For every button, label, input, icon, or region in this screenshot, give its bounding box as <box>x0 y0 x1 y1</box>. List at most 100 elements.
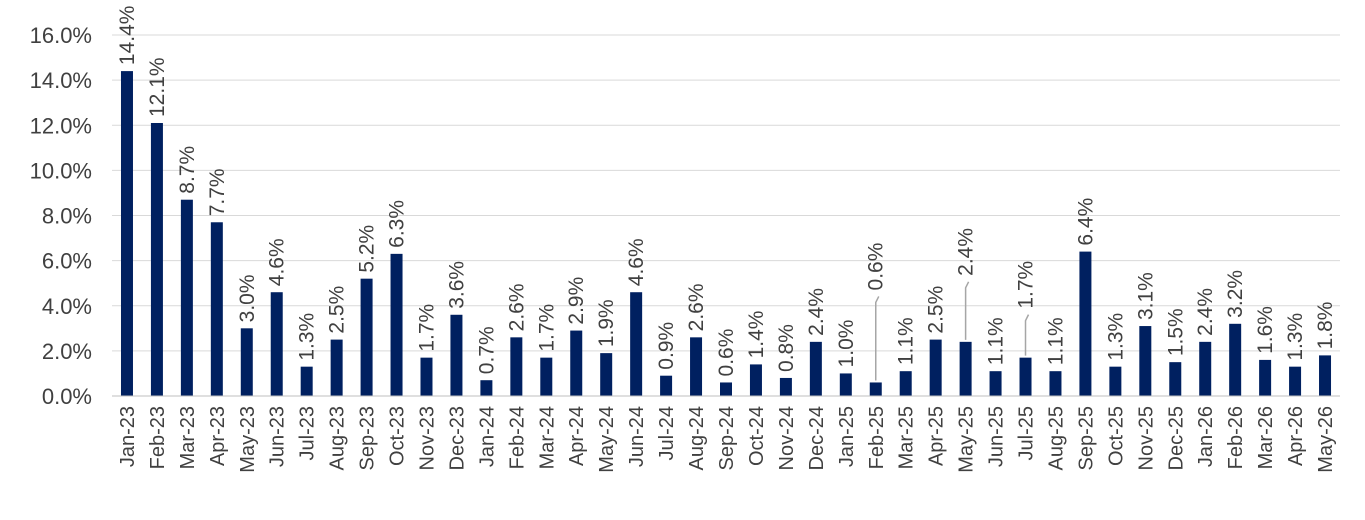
bar <box>600 353 613 396</box>
x-tick-label: Mar-23 <box>177 406 199 469</box>
bar <box>1109 366 1122 396</box>
data-label: 6.3% <box>386 200 409 248</box>
y-tick-label: 14.0% <box>30 68 92 93</box>
x-tick-label: Oct-23 <box>387 406 409 466</box>
data-labels: 14.4% 12.1% 8.7% 7.7% 3.0% 4.6% 1.3% 2.5% 5.2% 6.… <box>116 6 1337 377</box>
bar <box>869 382 882 396</box>
data-label: 2.9% <box>565 277 588 325</box>
data-label: 3.2% <box>1224 270 1247 318</box>
bar <box>899 371 912 396</box>
data-label: 2.6% <box>505 283 528 331</box>
bar <box>150 122 163 397</box>
y-tick-label: 8.0% <box>42 204 92 229</box>
x-tick-label: Sep-24 <box>716 406 738 471</box>
y-tick-label: 10.0% <box>30 158 92 183</box>
bar <box>270 292 283 396</box>
bar <box>360 278 373 396</box>
bar <box>959 341 972 396</box>
bar <box>809 341 822 396</box>
bar <box>1079 251 1092 396</box>
x-tick-label: May-24 <box>596 406 618 473</box>
data-label: 1.5% <box>1164 308 1187 356</box>
data-label: 0.6% <box>715 329 738 377</box>
x-tick-label: Apr-23 <box>207 406 229 466</box>
data-label: 1.3% <box>1284 313 1307 361</box>
y-tick-label: 4.0% <box>42 294 92 319</box>
x-tick-label: Feb-24 <box>506 406 528 469</box>
data-label: 2.5% <box>925 286 948 334</box>
x-tick-label: Aug-25 <box>1045 406 1067 471</box>
bar <box>1049 371 1062 396</box>
bar <box>450 314 463 396</box>
x-tick-label: Dec-25 <box>1165 406 1187 470</box>
x-tick-label: Aug-23 <box>327 406 349 471</box>
data-label: 1.3% <box>1104 313 1127 361</box>
leader-line <box>964 281 970 340</box>
data-label: 2.6% <box>685 283 708 331</box>
data-label: 4.6% <box>625 238 648 286</box>
x-tick-label: Jul-23 <box>297 406 319 460</box>
data-label: 2.4% <box>805 288 828 336</box>
bar <box>1139 326 1152 396</box>
bar <box>420 357 433 396</box>
x-tick-label: May-26 <box>1315 406 1337 473</box>
bar <box>210 222 223 396</box>
bar <box>1169 362 1182 396</box>
bar <box>1259 359 1272 396</box>
data-label: 14.4% <box>116 6 139 66</box>
bar <box>240 328 253 396</box>
bar <box>1199 341 1212 396</box>
data-label: 3.1% <box>1134 272 1157 320</box>
x-tick-label: Jan-26 <box>1195 406 1217 467</box>
bar <box>510 337 523 396</box>
data-label: 1.6% <box>1254 306 1277 354</box>
data-label: 1.4% <box>745 311 768 359</box>
data-label: 1.8% <box>1314 302 1337 350</box>
bar <box>540 357 553 396</box>
bar <box>630 292 643 396</box>
bar <box>480 380 493 396</box>
x-tick-label: Feb-26 <box>1225 406 1247 469</box>
x-tick-label: Mar-26 <box>1255 406 1277 469</box>
bar <box>989 371 1002 396</box>
x-tick-label: Dec-24 <box>806 406 828 470</box>
data-label: 5.2% <box>356 225 379 273</box>
x-tick-label: Sep-23 <box>357 406 379 471</box>
data-label: 8.7% <box>176 146 199 194</box>
x-tick-label: Aug-24 <box>686 406 708 471</box>
bar <box>300 366 313 396</box>
y-tick-label: 2.0% <box>42 339 92 364</box>
bar <box>570 330 583 396</box>
data-label: 0.6% <box>865 243 888 291</box>
data-label: 3.0% <box>236 274 259 322</box>
x-tick-label: Jun-24 <box>626 406 648 467</box>
x-tick-label: Mar-25 <box>896 406 918 469</box>
y-tick-label: 16.0% <box>30 23 92 48</box>
x-tick-label: Apr-24 <box>566 406 588 466</box>
x-tick-label: Feb-25 <box>866 406 888 469</box>
x-tick-label: Oct-24 <box>746 406 768 466</box>
leader-line <box>875 296 880 381</box>
data-label: 7.7% <box>206 168 229 216</box>
x-axis-ticks: Jan-23 Feb-23 Mar-23 Apr-23 May-23 Jun-23 Jul-… <box>117 406 1337 473</box>
bar <box>1289 366 1302 396</box>
data-label: 2.4% <box>1194 288 1217 336</box>
data-label: 1.9% <box>595 299 618 347</box>
data-label: 2.4% <box>955 228 978 276</box>
y-tick-label: 12.0% <box>30 113 92 138</box>
leader-line <box>1024 314 1030 356</box>
bar <box>720 382 732 396</box>
bar <box>1019 357 1032 396</box>
bar <box>180 199 193 396</box>
y-tick-label: 6.0% <box>42 249 92 274</box>
x-tick-label: Jun-23 <box>267 406 289 467</box>
y-axis-ticks: 0.0% 2.0% 4.0% 6.0% 8.0% 10.0% 12.0% 14.0% 16.0% <box>30 23 92 409</box>
data-label: 1.1% <box>985 317 1008 365</box>
bars <box>120 71 1332 397</box>
x-tick-label: Feb-23 <box>147 406 169 469</box>
data-label: 1.1% <box>895 317 918 365</box>
bar <box>839 373 852 396</box>
x-tick-label: Jul-24 <box>656 406 678 460</box>
x-tick-label: Nov-23 <box>416 406 438 470</box>
